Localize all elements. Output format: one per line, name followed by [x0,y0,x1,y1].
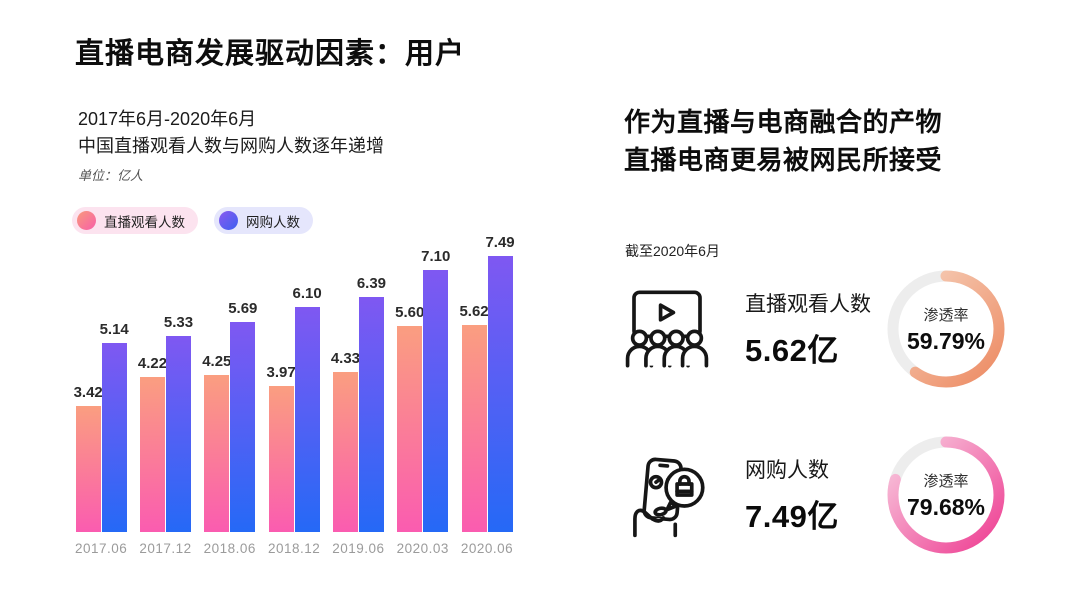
right-heading-line2: 直播电商更易被网民所接受 [624,145,943,175]
bar-value-label: 4.22 [137,354,168,372]
page-title: 直播电商发展驱动因素：用户 [75,38,466,70]
audience-screen-icon [623,283,711,375]
bar-value-label: 3.97 [266,363,296,381]
legend-item-online-shoppers: 网购人数 [214,207,313,234]
bar-value-label: 7.49 [485,234,515,251]
bar-value-label: 5.33 [163,313,194,331]
x-axis-label: 2019.06 [332,541,385,556]
donut-label: 渗透率 [923,306,969,324]
bar-group-2020.03: 5.60 7.10 2020.03 [395,248,451,556]
bar-value-label: 5.60 [395,303,425,321]
bar-value-label: 4.33 [330,350,361,368]
x-axis-label: 2017.12 [139,541,192,556]
legend-label-live-viewers: 直播观看人数 [104,214,185,230]
legend-label-online-shoppers: 网购人数 [246,214,300,230]
chart-subtitle-line2: 中国直播观看人数与网购人数逐年递增 [78,136,384,156]
bar-直播观看人数-2017.12 [139,376,165,532]
bar-group-2017.06: 3.42 5.14 2017.06 [73,320,129,556]
bar-group-2019.06: 4.33 6.39 2019.06 [330,274,387,557]
bar-网购人数-2020.06 [487,256,513,532]
bar-直播观看人数-2020.06 [461,324,487,532]
x-axis-label: 2020.06 [460,541,514,556]
bar-直播观看人数-2018.06 [204,375,230,532]
chart-subtitle-line1: 2017年6月-2020年6月 [78,109,257,129]
legend-item-live-viewers: 直播观看人数 [72,207,198,234]
bar-直播观看人数-2017.06 [75,406,101,532]
bar-chart: 3.42 5.14 2017.06 4.22 5.33 2017.12 4.25 5.69 20… [73,234,515,557]
bar-group-2017.12: 4.22 5.33 2017.12 [137,313,194,556]
bar-value-label: 5.62 [459,302,489,320]
x-axis-label: 2018.06 [203,541,256,556]
donut-percentage: 59.79% [906,327,985,354]
legend-dot-live-viewers-icon [77,211,96,230]
bar-value-label: 3.42 [73,384,103,401]
x-axis-label: 2020.03 [396,541,449,556]
chart-legend: 直播观看人数 网购人数 [72,207,313,234]
bar-直播观看人数-2019.06 [332,372,358,532]
chart-subtitle: 2017年6月-2020年6月 中国直播观看人数与网购人数逐年递增 [78,106,384,160]
stat-card-online-shoppers: 网购人数 7.49亿 渗透率 79.68% [623,434,1005,556]
right-heading-line1: 作为直播与电商融合的产物 [624,107,943,137]
stat-value: 7.49亿 [745,499,839,534]
donut-label: 渗透率 [923,472,969,490]
bar-value-label: 5.69 [228,300,258,318]
penetration-donut-live-viewers: 渗透率 59.79% [887,270,1005,388]
unit-note: 单位：亿人 [78,168,144,183]
as-of-date: 截至2020年6月 [625,243,720,259]
bar-value-label: 4.25 [202,353,232,371]
stat-text-live-viewers: 直播观看人数 5.62亿 [745,288,887,370]
bar-value-label: 7.10 [421,248,451,266]
stat-value: 5.62亿 [745,333,839,368]
right-heading: 作为直播与电商融合的产物 直播电商更易被网民所接受 [624,103,942,179]
stat-text-online-shoppers: 网购人数 7.49亿 [745,454,887,536]
bar-group-2018.12: 3.97 6.10 2018.12 [266,285,322,556]
phone-shopping-icon [623,449,711,541]
bar-value-label: 6.39 [356,274,387,292]
stat-label: 直播观看人数 [745,293,871,316]
bar-网购人数-2018.12 [294,307,320,532]
bar-网购人数-2019.06 [358,296,384,532]
bar-网购人数-2017.06 [101,342,127,532]
bar-value-label: 6.10 [292,285,322,303]
bar-group-2020.06: 5.62 7.49 2020.06 [459,234,515,556]
x-axis-label: 2017.06 [75,541,128,556]
stat-card-live-viewers: 直播观看人数 5.62亿 渗透率 59.79% [623,268,1005,390]
bar-直播观看人数-2018.12 [268,385,294,532]
legend-dot-online-shoppers-icon [219,211,238,230]
donut-percentage: 79.68% [906,493,985,520]
bar-网购人数-2018.06 [230,322,256,532]
penetration-donut-online-shoppers: 渗透率 79.68% [887,436,1005,554]
stat-label: 网购人数 [745,459,829,482]
x-axis-label: 2018.12 [267,541,321,556]
bar-group-2018.06: 4.25 5.69 2018.06 [202,300,258,556]
bar-直播观看人数-2020.03 [397,325,423,532]
bar-网购人数-2020.03 [423,270,449,532]
bar-网购人数-2017.12 [165,335,191,532]
bar-value-label: 5.14 [99,320,129,338]
